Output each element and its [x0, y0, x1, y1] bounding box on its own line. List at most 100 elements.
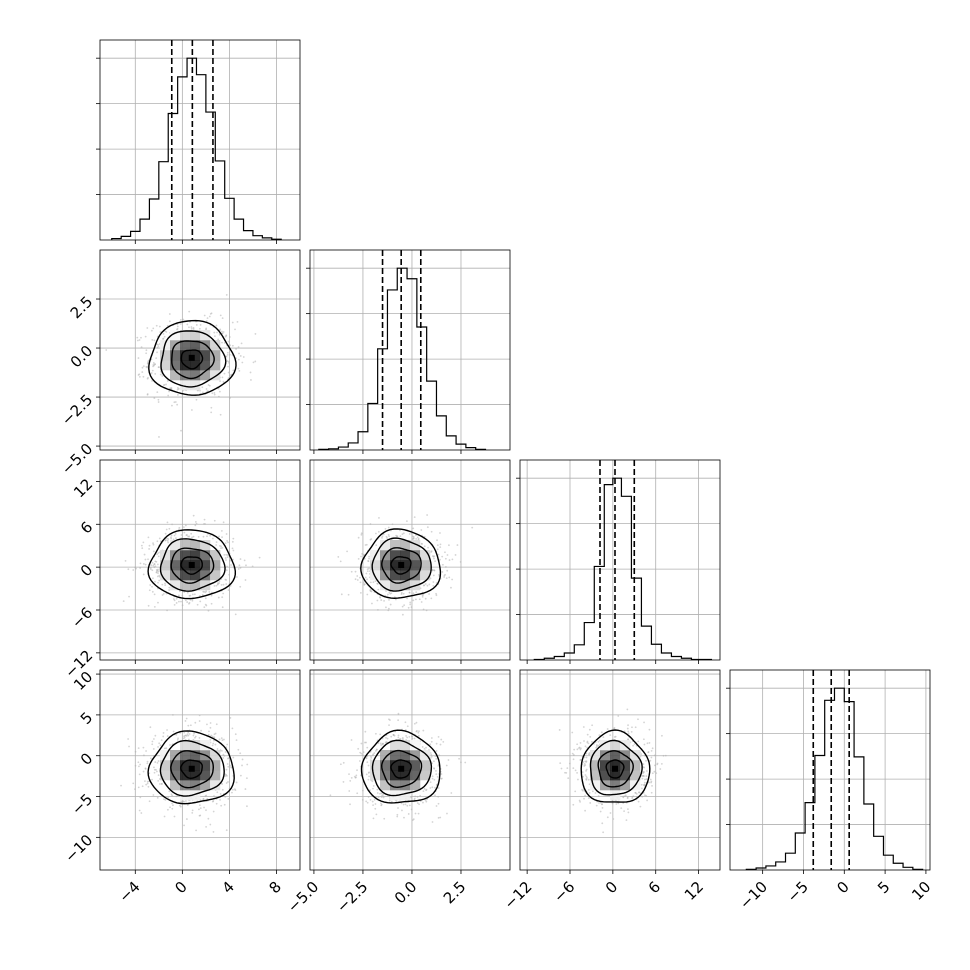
sample-point	[181, 594, 184, 597]
density-cell	[210, 750, 221, 761]
sample-point	[367, 560, 370, 562]
sample-point	[417, 731, 420, 734]
density-cell	[180, 790, 191, 801]
sample-point	[224, 542, 227, 545]
sample-point	[153, 768, 156, 771]
sample-point	[175, 537, 177, 539]
sample-point	[594, 792, 597, 794]
sample-point	[579, 748, 582, 751]
sample-point	[415, 538, 418, 540]
sample-point	[429, 781, 432, 784]
sample-point	[171, 404, 173, 407]
sample-point	[645, 775, 648, 777]
sample-point	[183, 731, 186, 734]
pair-frame	[309, 669, 511, 871]
sample-point	[390, 800, 393, 803]
density-cell	[610, 770, 621, 781]
sample-point	[172, 804, 174, 807]
sample-point	[387, 609, 390, 612]
sample-point	[213, 585, 216, 587]
sample-point	[571, 752, 574, 755]
sample-point	[420, 529, 423, 531]
sample-point	[232, 558, 234, 561]
sample-point	[384, 527, 387, 530]
sample-point	[438, 754, 441, 757]
density-cell	[370, 560, 381, 571]
sample-point	[653, 764, 656, 767]
density-cell	[190, 360, 201, 371]
sample-point	[132, 782, 135, 785]
sample-point	[583, 756, 586, 759]
sample-point	[222, 753, 225, 756]
sample-point	[228, 336, 231, 338]
sample-point	[227, 340, 230, 343]
sample-point	[186, 804, 189, 806]
sample-point	[430, 551, 433, 553]
sample-point	[245, 777, 248, 780]
sample-point	[225, 355, 228, 358]
sample-point	[353, 775, 356, 778]
sample-point	[383, 817, 386, 820]
sample-point	[387, 607, 390, 610]
density-cell	[170, 550, 181, 561]
sample-point	[221, 783, 224, 785]
sample-point	[410, 532, 413, 535]
sample-point	[583, 762, 586, 765]
sample-point	[167, 796, 169, 799]
sample-point	[627, 732, 630, 735]
sample-point	[137, 747, 140, 750]
density-cell	[180, 550, 191, 561]
sample-point	[374, 732, 377, 735]
sample-point	[204, 591, 207, 594]
sample-point	[144, 558, 147, 561]
sample-point	[185, 818, 188, 820]
sample-point	[146, 393, 149, 396]
sample-point	[122, 600, 125, 603]
density-cell	[190, 770, 201, 781]
sample-point	[584, 774, 587, 776]
density-cell	[160, 760, 171, 771]
sample-point	[337, 556, 340, 558]
sample-point	[631, 726, 633, 729]
y-tick-label: −6	[68, 604, 96, 632]
density-cell	[400, 760, 411, 771]
density-cell	[390, 560, 401, 571]
sample-point	[448, 559, 451, 561]
sample-point	[450, 586, 452, 589]
sample-point	[232, 369, 235, 372]
sample-point	[151, 569, 154, 572]
sample-point	[146, 782, 149, 785]
sample-point	[410, 808, 413, 811]
sample-point	[649, 778, 652, 781]
sample-point	[168, 390, 170, 393]
sample-point	[359, 751, 362, 754]
pair-frame	[99, 459, 301, 661]
sample-point	[163, 798, 165, 801]
sample-point	[195, 398, 198, 401]
sample-point	[132, 569, 135, 571]
density-cell	[180, 380, 191, 391]
sample-point	[649, 759, 652, 762]
sample-point	[157, 774, 160, 777]
sample-point	[374, 803, 377, 805]
sample-point	[191, 811, 194, 814]
sample-point	[120, 784, 122, 787]
sample-point	[178, 594, 180, 597]
pair-panel-0-3	[96, 669, 301, 874]
sample-point	[218, 535, 220, 538]
sample-point	[372, 581, 375, 583]
sample-point	[642, 766, 645, 769]
sample-point	[377, 608, 379, 611]
sample-point	[359, 576, 361, 579]
sample-point	[226, 354, 229, 356]
sample-point	[617, 715, 620, 717]
sample-point	[204, 523, 206, 525]
density-cell	[420, 750, 431, 761]
sample-point	[378, 517, 380, 519]
sample-point	[362, 751, 365, 754]
sample-point	[572, 767, 575, 769]
sample-point	[417, 812, 420, 815]
density-cell	[170, 750, 181, 761]
sample-point	[158, 742, 161, 745]
density-cell	[210, 570, 221, 581]
